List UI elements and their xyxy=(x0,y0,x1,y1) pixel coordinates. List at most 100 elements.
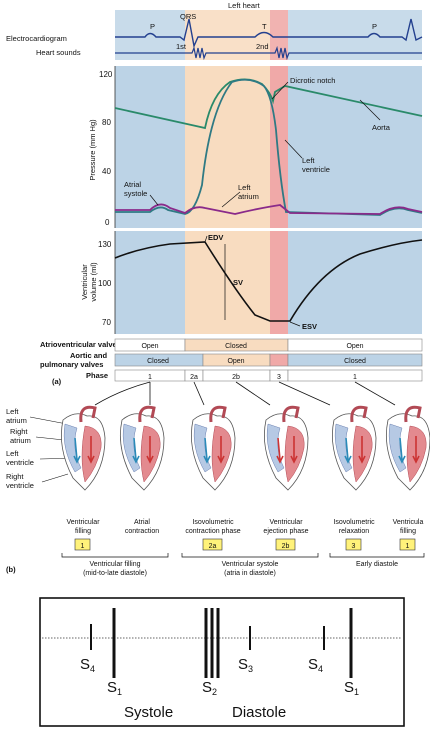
stage3-line1: Isovolumetric xyxy=(192,519,234,526)
valve-table: Atrioventricular valves Open Closed Open… xyxy=(40,338,423,386)
aorta-vessel xyxy=(282,405,300,423)
stage3-line2: contraction phase xyxy=(185,528,240,535)
ecg-trace xyxy=(115,18,423,49)
phase-label: Phase xyxy=(86,371,108,380)
arrow-phase3-to-heart5 xyxy=(278,381,331,406)
volume-tick-70: 70 xyxy=(102,318,111,327)
sl-cell-pink xyxy=(269,353,289,367)
stage6-badge xyxy=(399,538,416,551)
pressure-chart: Pressure (mm Hg) 120 80 40 0 Dicrotic no… xyxy=(88,66,423,228)
blood-flow-arrow xyxy=(217,436,225,464)
arrow-phase1b-to-heart6 xyxy=(354,381,396,406)
phase-2b-text: 2b xyxy=(232,374,240,381)
sound-bars xyxy=(90,608,353,678)
first-sound-label: 1st xyxy=(176,42,187,51)
pressure-bg-blue-right xyxy=(288,66,422,228)
heart-illustration xyxy=(60,405,106,491)
heart-illustration xyxy=(263,405,309,491)
ecg-wave-t: T xyxy=(262,22,267,31)
pressure-tick-0: 0 xyxy=(105,218,110,227)
volume-tick-100: 100 xyxy=(98,279,112,288)
heart-illustration xyxy=(385,405,430,491)
sl-closed-2-text: Closed xyxy=(344,358,366,365)
arrow-phase1-to-heart1 xyxy=(94,381,151,406)
s2-label: S2 xyxy=(202,679,217,697)
blood-flow-arrow xyxy=(276,437,284,464)
s3-label: S3 xyxy=(238,656,253,674)
group3-line1: Early diastole xyxy=(356,561,398,568)
left-ventricle-pressure-curve xyxy=(115,78,423,216)
stage4-line2: ejection phase xyxy=(263,528,308,535)
stage3-badge xyxy=(202,538,223,551)
s4-left-label: S4 xyxy=(80,656,95,674)
heart-label-left-ventricle-1: Left xyxy=(6,449,19,458)
stage5-badge-text: 3 xyxy=(352,543,356,550)
group1-bracket xyxy=(61,553,169,558)
stage1-badge xyxy=(74,538,91,551)
av-closed-text: Closed xyxy=(225,343,247,350)
pressure-bg-peach xyxy=(185,66,270,228)
aorta-vessel xyxy=(209,405,227,423)
ecg-panel: Left heart Electrocardiogram Heart sound… xyxy=(6,1,423,61)
group2-line2: (atria in diastole) xyxy=(224,570,276,577)
aorta-label: Aorta xyxy=(372,123,391,132)
aorta-pointer xyxy=(359,99,381,121)
heart-illustration xyxy=(190,405,236,491)
stage5-line2: relaxation xyxy=(339,528,369,535)
heart-label-left-atrium-1: Left xyxy=(6,407,19,416)
heart-illustration xyxy=(119,405,165,491)
group2-line1: Ventricular systole xyxy=(222,561,279,568)
volume-bg-blue-right xyxy=(288,231,422,334)
edv-label: EDV xyxy=(208,233,223,242)
sound-diagram-frame xyxy=(39,597,405,727)
volume-bg-peach xyxy=(185,231,270,334)
panel-a-label: (a) xyxy=(52,377,62,386)
left-heart-title: Left heart xyxy=(228,1,261,10)
aorta-vessel xyxy=(79,405,97,423)
sound-labels: S4 S1 S2 S3 S4 S1 Systole Diastole xyxy=(80,656,359,721)
atrial-systole-label-2: systole xyxy=(124,189,147,198)
atrial-systole-pointer xyxy=(149,194,159,206)
heart-sound-bar xyxy=(216,608,220,678)
phase-cell-1b xyxy=(287,369,423,382)
blood-flow-arrow xyxy=(87,436,95,464)
ecg-wave-p2: P xyxy=(372,22,377,31)
stage4-line1: Ventricular xyxy=(269,519,303,526)
stage5-line1: Isovolumetric xyxy=(333,519,375,526)
heart-sound-bar xyxy=(90,624,92,650)
left-ventricle-pointer xyxy=(284,139,303,159)
heart-label-right-ventricle-2: ventricle xyxy=(6,481,34,490)
s1-left-label: S1 xyxy=(107,679,122,697)
ecg-wave-qrs: QRS xyxy=(180,12,196,21)
sound-diagram: S4 S1 S2 S3 S4 S1 Systole Diastole xyxy=(39,597,405,727)
blood-flow-arrow xyxy=(132,437,140,464)
group1-line1: Ventricular filling xyxy=(90,561,141,568)
phase-arrows xyxy=(94,381,396,406)
av-cell-open-2 xyxy=(287,338,423,352)
phase-1b-text: 1 xyxy=(353,374,357,381)
heart-sound-bar xyxy=(112,608,116,678)
av-open-2-text: Open xyxy=(346,343,363,350)
blood-flow-arrow xyxy=(358,436,366,464)
sl-closed-1-text: Closed xyxy=(147,358,169,365)
heart-sound-bar xyxy=(249,626,251,650)
ecg-bg-blue-right xyxy=(288,10,422,60)
blood-flow-arrow xyxy=(203,437,211,464)
stage-groups: (b) Ventricular filling (mid-to-late dia… xyxy=(6,553,425,577)
stage-captions: Ventricular filling 1 Atrial contraction… xyxy=(66,519,424,551)
pressure-ylabel: Pressure (mm Hg) xyxy=(88,119,97,181)
volume-ylabel-2: volume (ml) xyxy=(89,262,98,302)
group1-line2: (mid-to-late diastole) xyxy=(83,570,147,577)
diastole-label: Diastole xyxy=(232,704,286,721)
left-atrium-pointer xyxy=(221,191,241,208)
s4-right-label: S4 xyxy=(308,656,323,674)
heart-sound-bar xyxy=(204,608,208,678)
sl-cell-closed-2 xyxy=(287,353,423,367)
arrow-phase2b-to-heart4 xyxy=(235,381,271,406)
heart-label-left-atrium-2: atrium xyxy=(6,416,27,425)
blood-flow-arrow xyxy=(344,437,352,464)
second-sound-label: 2nd xyxy=(256,42,269,51)
stage6-line1: Ventricula xyxy=(393,519,424,526)
stage3-badge-text: 2a xyxy=(209,543,217,550)
